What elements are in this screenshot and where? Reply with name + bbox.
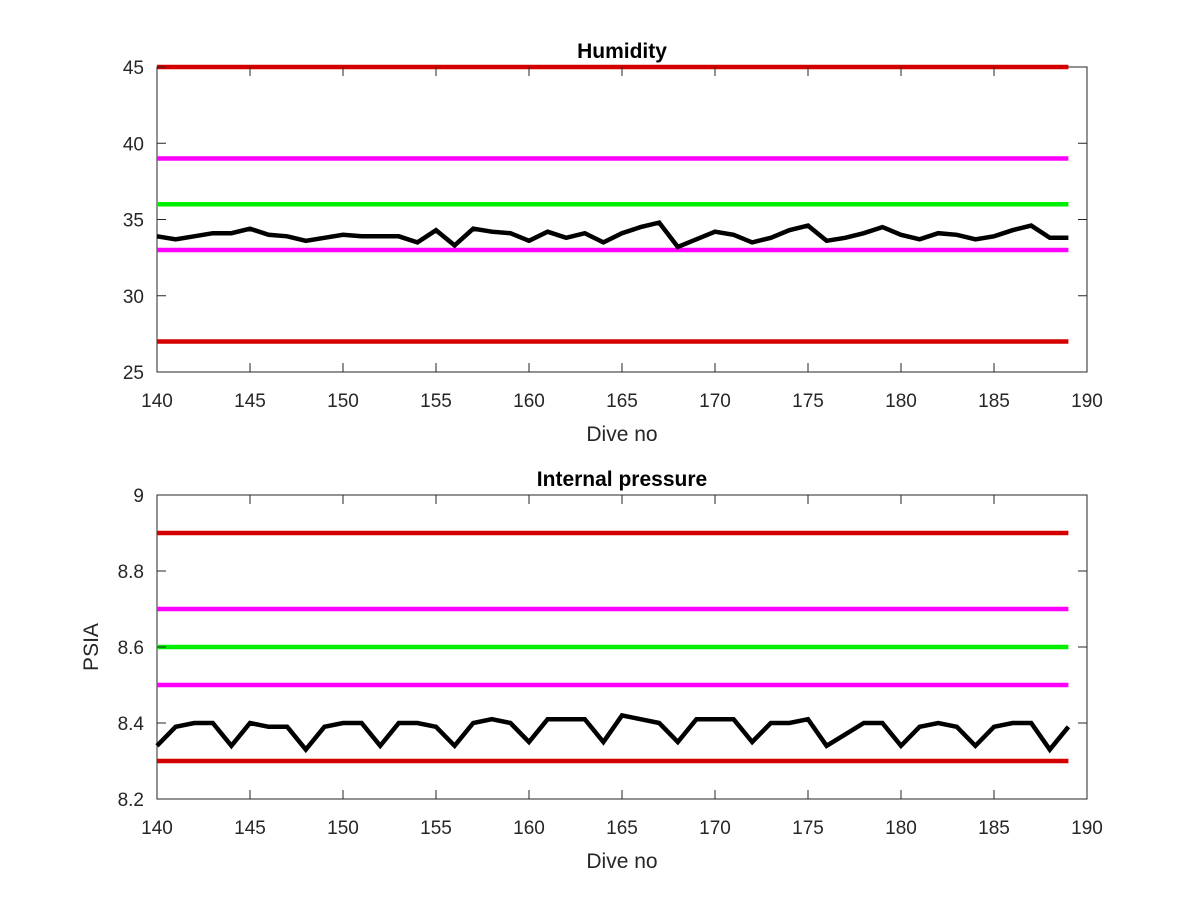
humidity-title: Humidity [577,40,667,63]
x-tick-label: 175 [792,391,824,412]
x-tick-label: 190 [1071,391,1103,412]
x-tick-label: 150 [327,391,359,412]
x-tick-label: 160 [513,391,545,412]
x-tick-label: 155 [420,818,452,839]
x-tick-label: 150 [327,818,359,839]
x-tick-label: 180 [885,391,917,412]
y-tick-label: 35 [123,211,144,232]
x-tick-label: 145 [234,818,266,839]
y-tick-label: 9 [133,486,144,507]
x-tick-label: 170 [699,818,731,839]
y-tick-label: 8.2 [118,790,144,811]
x-tick-label: 185 [978,391,1010,412]
x-tick-label: 160 [513,818,545,839]
y-tick-label: 8.6 [118,638,144,659]
x-tick-label: 140 [141,391,173,412]
internal-pressure-title: Internal pressure [537,468,707,491]
internal-pressure-panel: 140 145 150 155 160 165 170 175 180 185 190 8.2 8.4 8… [80,468,1103,873]
x-tick-label: 175 [792,818,824,839]
y-tick-label: 45 [123,58,144,79]
x-tick-label: 190 [1071,818,1103,839]
x-tick-label: 165 [606,818,638,839]
internal-pressure-x-axis-label: Dive no [586,850,657,873]
humidity-series-line [156,220,1069,250]
x-tick-label: 140 [141,818,173,839]
x-tick-label: 180 [885,818,917,839]
internal-pressure-series-line [155,712,1071,754]
y-tick-label: 40 [123,134,144,155]
x-tick-label: 145 [234,391,266,412]
y-tick-label: 8.8 [118,562,144,583]
x-tick-label: 155 [420,391,452,412]
y-tick-label: 25 [123,363,144,384]
x-tick-label: 165 [606,391,638,412]
x-tick-label: 170 [699,391,731,412]
x-tick-label: 185 [978,818,1010,839]
internal-pressure-y-axis-label: PSIA [80,623,103,671]
humidity-panel: 140 145 150 155 160 165 170 175 180 185 190 25 30 35 4… [123,40,1103,446]
y-tick-label: 8.4 [118,714,145,735]
humidity-x-axis-label: Dive no [586,423,657,446]
humidity-axes-box [156,66,1088,373]
y-tick-label: 30 [123,287,144,308]
